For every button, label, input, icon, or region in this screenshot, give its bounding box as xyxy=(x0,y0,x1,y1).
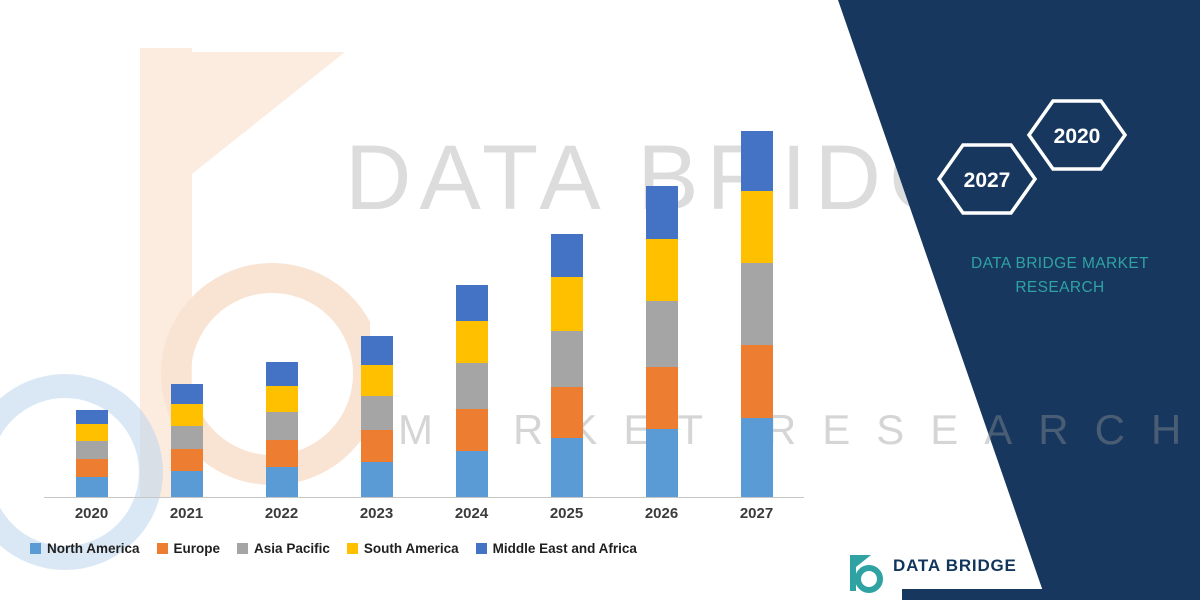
x-axis-label: 2021 xyxy=(169,505,204,522)
footer-logo: DATA BRIDGE xyxy=(845,550,1017,596)
x-axis-label: 2027 xyxy=(739,505,774,522)
panel-heading-line1: DATA BRIDGE MARKET xyxy=(970,255,1149,272)
legend-label: South America xyxy=(363,541,459,556)
bar-column xyxy=(709,130,804,497)
legend-swatch xyxy=(346,543,358,554)
legend-item[interactable]: Middle East and Africa xyxy=(475,541,637,556)
x-axis-label: 2024 xyxy=(454,505,489,522)
stacked-bar-2022[interactable] xyxy=(265,361,298,497)
legend-item[interactable]: South America xyxy=(346,541,459,556)
segment-south-america xyxy=(170,403,203,426)
bar-column xyxy=(139,131,234,497)
segment-north-america xyxy=(645,429,678,497)
stacked-bar-2025[interactable] xyxy=(550,233,583,497)
footer-navy-bar xyxy=(902,589,1200,600)
segment-south-america xyxy=(360,364,393,397)
segment-north-america xyxy=(170,471,203,497)
segment-south-america xyxy=(645,239,678,302)
plot-area xyxy=(44,130,804,498)
segment-europe xyxy=(75,459,108,477)
x-axis-labels: 2020 2021 2022 2023 2024 2025 2026 2027 xyxy=(44,505,804,522)
segment-south-america xyxy=(550,277,583,331)
legend-label: North America xyxy=(47,541,140,556)
bar-column xyxy=(519,131,614,497)
hexagon-2020-label: 2020 xyxy=(1054,125,1101,148)
legend-label: Asia Pacific xyxy=(254,541,330,556)
legend-item[interactable]: Asia Pacific xyxy=(237,541,330,556)
stacked-bar-2024[interactable] xyxy=(455,284,488,497)
panel-heading-line2: RESEARCH xyxy=(1015,279,1105,297)
legend-swatch xyxy=(475,543,487,554)
hexagon-badges: 2027 2020 xyxy=(936,99,1128,215)
segment-middle-east-and-africa xyxy=(265,361,298,386)
segment-asia-pacific xyxy=(75,441,108,460)
stacked-bar-2027[interactable] xyxy=(740,130,773,497)
stacked-bar-2023[interactable] xyxy=(360,336,393,497)
hexagon-2027-label: 2027 xyxy=(964,169,1011,192)
hexagon-2020: 2020 xyxy=(1026,99,1128,171)
segment-europe xyxy=(740,345,773,419)
bar-column xyxy=(329,131,424,497)
bar-column xyxy=(44,131,139,497)
stacked-bar-2026[interactable] xyxy=(645,185,678,497)
stacked-bar-2020[interactable] xyxy=(75,409,108,497)
segment-middle-east-and-africa xyxy=(645,185,678,240)
footer-logo-text: DATA BRIDGE xyxy=(893,556,1017,575)
segment-north-america xyxy=(455,451,488,497)
segment-middle-east-and-africa xyxy=(550,233,583,278)
legend-item[interactable]: Europe xyxy=(156,541,221,556)
segment-north-america xyxy=(75,476,108,497)
segment-asia-pacific xyxy=(550,330,583,388)
blue-brand-watermark-icon xyxy=(0,374,163,570)
segment-south-america xyxy=(265,385,298,413)
segment-middle-east-and-africa xyxy=(740,130,773,192)
x-axis-label: 2020 xyxy=(74,505,109,522)
segment-asia-pacific xyxy=(265,412,298,440)
segment-europe xyxy=(645,367,678,430)
segment-north-america xyxy=(550,438,583,497)
segment-middle-east-and-africa xyxy=(170,383,203,404)
segment-europe xyxy=(455,409,488,452)
segment-north-america xyxy=(740,418,773,497)
x-axis-label: 2023 xyxy=(359,505,394,522)
segment-middle-east-and-africa xyxy=(455,284,488,322)
legend-swatch xyxy=(30,543,41,554)
segment-south-america xyxy=(455,321,488,364)
segment-europe xyxy=(360,430,393,463)
segment-europe xyxy=(550,387,583,439)
segment-europe xyxy=(265,439,298,467)
legend-label: Europe xyxy=(173,541,221,556)
stacked-bar-2021[interactable] xyxy=(170,383,203,497)
segment-asia-pacific xyxy=(455,363,488,410)
segment-north-america xyxy=(360,462,393,497)
bar-column xyxy=(614,131,709,497)
segment-middle-east-and-africa xyxy=(360,336,393,365)
segment-asia-pacific xyxy=(740,262,773,346)
x-axis-label: 2022 xyxy=(264,505,299,522)
watermark-text-middle: MARKET RESEARCH xyxy=(398,406,1200,453)
segment-south-america xyxy=(75,424,108,442)
bar-column xyxy=(234,131,329,497)
legend-swatch xyxy=(237,543,249,554)
legend: North America Europe Asia Pacific South Ame… xyxy=(30,541,637,556)
x-axis-label: 2025 xyxy=(549,505,584,522)
panel-heading: DATA BRIDGE MARKET RESEARCH xyxy=(935,252,1185,300)
x-axis-label: 2026 xyxy=(644,505,679,522)
segment-asia-pacific xyxy=(170,425,203,449)
legend-label: Middle East and Africa xyxy=(492,541,637,556)
legend-swatch xyxy=(156,543,168,554)
segment-asia-pacific xyxy=(645,301,678,368)
segment-asia-pacific xyxy=(360,396,393,431)
hexagon-2027: 2027 xyxy=(936,143,1038,215)
segment-europe xyxy=(170,448,203,472)
legend-item[interactable]: North America xyxy=(30,541,140,556)
bar-column xyxy=(424,131,519,497)
data-bridge-logo-icon xyxy=(850,555,883,593)
segment-middle-east-and-africa xyxy=(75,409,108,425)
segment-south-america xyxy=(740,191,773,263)
segment-north-america xyxy=(265,467,298,497)
